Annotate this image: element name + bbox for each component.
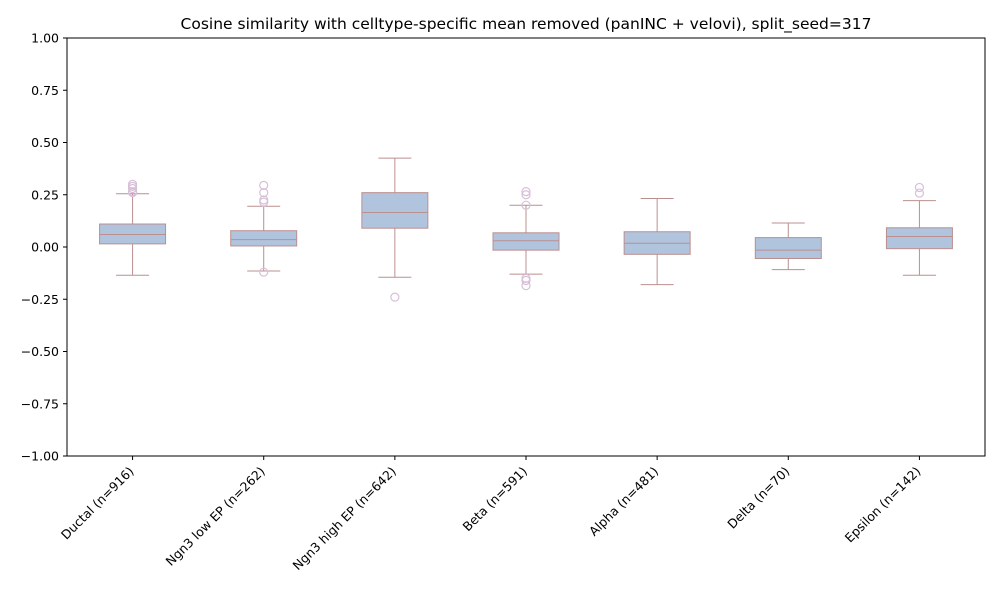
- box-group: [623, 198, 691, 286]
- box-group: [230, 180, 298, 277]
- outlier-point: [914, 188, 925, 198]
- x-tick-label: Delta (n=70): [724, 464, 792, 532]
- outlier-point: [259, 188, 269, 198]
- box-group: [361, 157, 429, 302]
- outlier-point: [521, 275, 531, 286]
- outlier-point: [259, 197, 269, 207]
- y-tick-label: −1.00: [21, 449, 59, 464]
- chart-title: Cosine similarity with celltype-specific…: [181, 15, 872, 34]
- y-tick-label: 0.50: [31, 135, 59, 150]
- outlier-point: [259, 267, 269, 277]
- y-tick-label: 0.25: [31, 187, 59, 202]
- outlier-point: [127, 183, 138, 194]
- outlier-point: [521, 190, 531, 200]
- y-tick-label: 0.75: [31, 83, 59, 98]
- y-axis: −1.00 −0.75 −0.50 −0.25 0.00 0.25 0.50 0.75 1.00: [21, 31, 67, 464]
- y-tick-label: −0.50: [21, 344, 59, 359]
- box-group: [754, 222, 822, 271]
- box-body: [885, 227, 953, 250]
- outlier-point: [259, 180, 269, 190]
- x-tick-label: Epsilon (n=142): [842, 464, 924, 546]
- outlier-point: [914, 182, 925, 193]
- box-group: [99, 179, 167, 276]
- box-group: [492, 187, 560, 291]
- outlier-point: [521, 187, 531, 197]
- outlier-point: [390, 292, 400, 302]
- outlier-point: [127, 188, 138, 198]
- y-tick-label: 1.00: [31, 31, 59, 46]
- x-tick-label: Alpha (n=481): [586, 464, 661, 539]
- x-tick-label: Beta (n=591): [460, 464, 531, 535]
- box-body: [492, 232, 560, 251]
- box-body: [754, 237, 822, 259]
- x-tick-label: Ductal (n=916): [58, 464, 137, 543]
- x-tick-label: Ngn3 low EP (n=262): [163, 464, 268, 569]
- outlier-point: [521, 200, 531, 210]
- box-body: [99, 223, 167, 245]
- box-body: [361, 192, 429, 229]
- box-body: [230, 230, 298, 247]
- x-axis: Ductal (n=916) Ngn3 low EP (n=262) Ngn3 hi…: [58, 456, 924, 573]
- outlier-point: [521, 281, 531, 291]
- y-tick-label: −0.25: [21, 292, 59, 307]
- y-tick-label: −0.75: [21, 396, 59, 411]
- box-layer: [99, 157, 953, 302]
- y-tick-label: 0.00: [31, 240, 59, 255]
- box-group: [885, 182, 953, 276]
- plot-area-frame: [66, 37, 986, 457]
- x-tick-label: Ngn3 high EP (n=642): [290, 464, 399, 573]
